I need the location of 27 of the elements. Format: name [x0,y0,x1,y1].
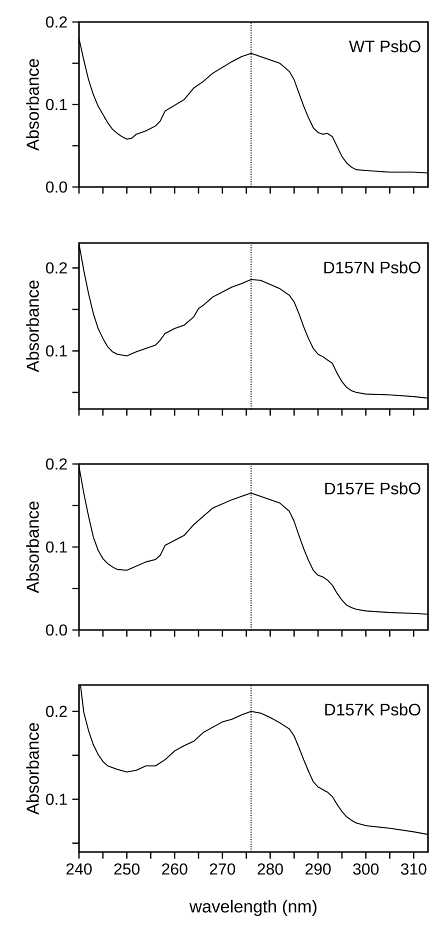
x-tick-label: 280 [258,863,283,875]
y-axis-title: Absorbance [26,723,39,815]
annotation: D157K PsbO [325,703,420,716]
y-tick-label: 0.0 [46,624,68,636]
x-tick-label: 250 [114,863,140,875]
y-tick-label: 0.2 [46,262,67,274]
x-tick-label: 260 [162,863,188,875]
y-tick-label: 0.2 [46,706,67,718]
y-axis-title: Absorbance [26,502,39,594]
y-tick-label: 0.1 [46,541,67,553]
y-tick-label: 0.2 [46,16,67,28]
y-tick-label: 0.1 [46,345,67,357]
y-tick-label: 0.1 [46,794,67,805]
annotation: D157N PsbO [324,261,420,274]
y-axis-title: Absorbance [26,280,39,372]
y-tick-label: 0.2 [46,458,67,470]
x-tick-label: 240 [66,863,92,875]
y-axis-title: Absorbance [26,59,39,151]
annotation: D157E PsbO [325,482,420,494]
x-tick-label: 270 [210,863,236,875]
y-tick-label: 0.0 [46,181,68,193]
x-tick-label: 290 [305,863,331,875]
x-tick-label: 310 [400,863,426,875]
y-tick-label: 0.1 [46,98,67,110]
x-tick-label: 300 [353,863,379,875]
annotation: WT PsbO [349,40,420,52]
x-axis-title: wavelength (nm) [189,900,316,916]
